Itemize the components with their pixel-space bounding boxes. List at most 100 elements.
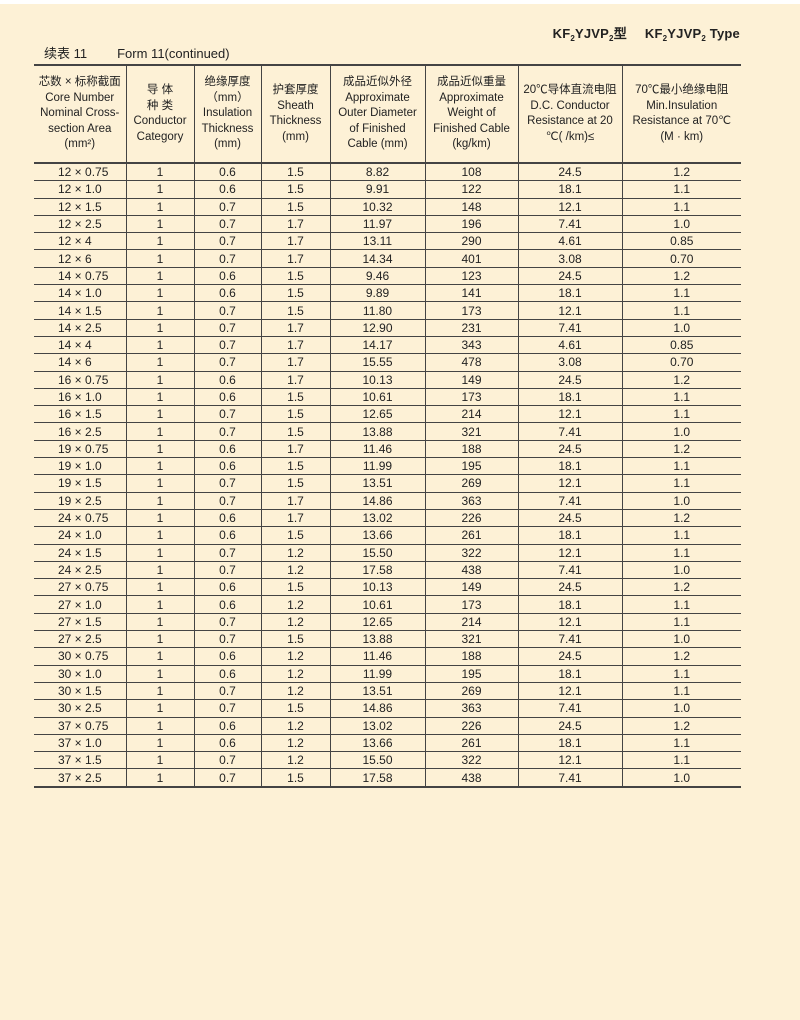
- cell-outer-diameter: 13.88: [329, 422, 425, 441]
- cell-sheath-thickness: 1.5: [260, 284, 330, 303]
- cell-weight: 173: [424, 388, 518, 407]
- cell-dc-resistance: 7.41: [517, 215, 622, 234]
- header-line: Min.Insulation: [646, 99, 718, 112]
- cell-core-section: 14 × 4: [34, 336, 126, 355]
- header-line: 芯数 × 标称截面: [38, 76, 121, 89]
- cell-outer-diameter: 14.17: [329, 336, 425, 355]
- cell-insulation-thickness: 0.6: [193, 267, 261, 286]
- form-title: 续表 11 Form 11(continued): [44, 43, 230, 62]
- header-line: Approximate: [439, 91, 504, 104]
- cell-weight: 188: [424, 647, 518, 666]
- cell-dc-resistance: 18.1: [517, 388, 622, 407]
- cell-core-section: 37 × 1.5: [34, 751, 126, 770]
- cell-insulation-thickness: 0.6: [193, 440, 261, 459]
- cell-insulation-thickness: 0.6: [193, 578, 261, 597]
- cell-sheath-thickness: 1.2: [260, 734, 330, 753]
- cell-core-section: 12 × 1.0: [34, 180, 126, 199]
- cell-dc-resistance: 4.61: [517, 336, 622, 355]
- cell-core-section: 27 × 1.0: [34, 595, 126, 614]
- cell-weight: 196: [424, 215, 518, 234]
- header-line: section Area: [48, 122, 112, 135]
- header-line: 成品近似重量: [437, 76, 506, 89]
- cell-conductor-category: 1: [125, 474, 194, 493]
- table-row: 24 × 0.75 1 0.6 1.7 13.02 226 24.5 1.2: [34, 509, 741, 528]
- cell-dc-resistance: 18.1: [517, 595, 622, 614]
- cell-sheath-thickness: 1.2: [260, 717, 330, 735]
- cell-insulation-thickness: 0.6: [193, 665, 261, 683]
- cell-weight: 148: [424, 198, 518, 216]
- cell-weight: 269: [424, 474, 518, 493]
- cell-conductor-category: 1: [125, 249, 194, 268]
- cell-sheath-thickness: 1.5: [260, 267, 330, 286]
- cell-weight: 123: [424, 267, 518, 286]
- cell-core-section: 37 × 1.0: [34, 734, 126, 753]
- cell-outer-diameter: 12.90: [329, 319, 425, 337]
- header-line: 20℃导体直流电阻: [523, 84, 617, 96]
- table-row: 14 × 1.0 1 0.6 1.5 9.89 141 18.1 1.1: [34, 284, 741, 303]
- cell-conductor-category: 1: [125, 526, 194, 545]
- cell-sheath-thickness: 1.5: [260, 699, 330, 718]
- cell-insulation-resistance: 1.1: [621, 457, 741, 476]
- cell-conductor-category: 1: [125, 388, 194, 407]
- header-line: ℃( /km)≤: [545, 130, 595, 143]
- cell-insulation-resistance: 1.0: [621, 630, 741, 649]
- cell-outer-diameter: 13.66: [329, 734, 425, 753]
- cell-insulation-resistance: 1.0: [621, 422, 741, 441]
- cell-sheath-thickness: 1.2: [260, 647, 330, 666]
- cell-core-section: 37 × 2.5: [34, 768, 126, 788]
- cell-core-section: 24 × 0.75: [34, 509, 126, 528]
- cell-dc-resistance: 18.1: [517, 284, 622, 303]
- cell-dc-resistance: 7.41: [517, 699, 622, 718]
- table-row: 37 × 2.5 1 0.7 1.5 17.58 438 7.41 1.0: [34, 768, 741, 788]
- cell-insulation-thickness: 0.7: [193, 353, 261, 372]
- cell-weight: 231: [424, 319, 518, 337]
- cell-weight: 149: [424, 371, 518, 389]
- cell-sheath-thickness: 1.7: [260, 492, 330, 510]
- cell-insulation-resistance: 1.2: [621, 267, 741, 286]
- cell-sheath-thickness: 1.2: [260, 595, 330, 614]
- header-line: (kg/km): [452, 138, 491, 151]
- top-border: [0, 0, 800, 4]
- header-line: Finished Cable: [433, 122, 510, 135]
- table-row: 16 × 1.5 1 0.7 1.5 12.65 214 12.1 1.1: [34, 405, 741, 424]
- type-cn-part: YJVP: [575, 26, 610, 41]
- cell-conductor-category: 1: [125, 163, 194, 182]
- cell-core-section: 12 × 0.75: [34, 163, 126, 182]
- header-line: Resistance at 70℃: [632, 115, 732, 127]
- cell-outer-diameter: 11.46: [329, 440, 425, 459]
- cell-weight: 343: [424, 336, 518, 355]
- cell-sheath-thickness: 1.5: [260, 474, 330, 493]
- header-line: 导 体: [146, 84, 174, 96]
- cell-insulation-thickness: 0.7: [193, 198, 261, 216]
- cell-insulation-thickness: 0.7: [193, 613, 261, 632]
- cell-insulation-resistance: 1.0: [621, 492, 741, 510]
- cell-core-section: 19 × 1.5: [34, 474, 126, 493]
- column-header-dc-resistance: 20℃导体直流电阻 D.C. Conductor Resistance at 20 ℃…: [517, 64, 622, 164]
- table-row: 14 × 4 1 0.7 1.7 14.17 343 4.61 0.85: [34, 336, 741, 355]
- table-header-row: 芯数 × 标称截面 Core Number Nominal Cross-sectio…: [34, 64, 741, 164]
- cell-weight: 438: [424, 561, 518, 580]
- table-row: 19 × 0.75 1 0.6 1.7 11.46 188 24.5 1.2: [34, 440, 741, 459]
- cell-outer-diameter: 10.32: [329, 198, 425, 216]
- cell-weight: 438: [424, 768, 518, 788]
- cell-outer-diameter: 12.65: [329, 613, 425, 632]
- cell-outer-diameter: 10.61: [329, 388, 425, 407]
- type-en-part: YJVP: [667, 26, 702, 41]
- cell-insulation-thickness: 0.7: [193, 249, 261, 268]
- table-row: 19 × 1.0 1 0.6 1.5 11.99 195 18.1 1.1: [34, 457, 741, 476]
- cell-sheath-thickness: 1.5: [260, 180, 330, 199]
- header-line: Resistance at 20: [527, 115, 613, 127]
- cell-insulation-thickness: 0.6: [193, 595, 261, 614]
- cell-insulation-thickness: 0.7: [193, 301, 261, 320]
- cell-outer-diameter: 13.02: [329, 717, 425, 735]
- cell-outer-diameter: 13.66: [329, 526, 425, 545]
- cell-weight: 322: [424, 544, 518, 562]
- cell-core-section: 24 × 2.5: [34, 561, 126, 580]
- table-row: 30 × 1.5 1 0.7 1.2 13.51 269 12.1 1.1: [34, 682, 741, 701]
- header-line: (mm²): [64, 138, 96, 151]
- table-row: 12 × 1.0 1 0.6 1.5 9.91 122 18.1 1.1: [34, 180, 741, 199]
- cell-dc-resistance: 12.1: [517, 301, 622, 320]
- cell-conductor-category: 1: [125, 665, 194, 683]
- cell-insulation-thickness: 0.7: [193, 405, 261, 424]
- header-line: Weight of: [447, 107, 496, 120]
